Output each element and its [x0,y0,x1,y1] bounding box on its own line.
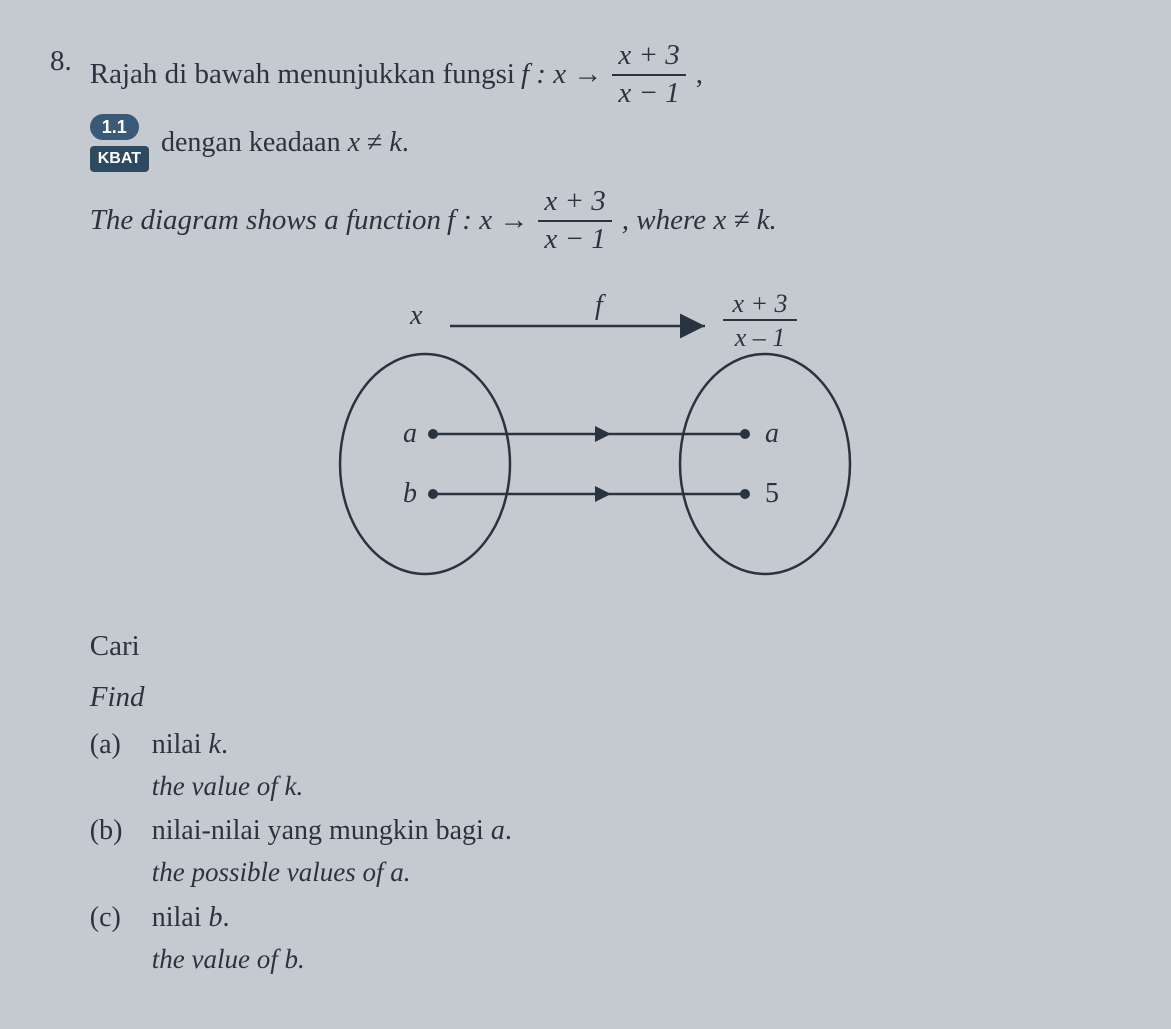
arrowhead-b [595,486,611,502]
line1-text: Rajah di bawah menunjukkan fungsi [90,53,515,97]
codomain-den: x – 1 [734,323,786,352]
part-a-text: nilai k. [152,724,1121,766]
part-c-label: (c) [90,897,138,939]
part-a-label: (a) [90,724,138,766]
elem-5: 5 [765,478,779,509]
part-b: (b) nilai-nilai yang mungkin bagi a. [90,810,1121,852]
parts-list: (a) nilai k. the value of k. (b) nilai-n… [90,724,1121,980]
question-body: Rajah di bawah menunjukkan fungsi f : x … [90,40,1121,979]
line2-text: dengan keadaan x ≠ k. [161,122,409,164]
part-a-sub: the value of k. [152,766,1121,807]
dot-5-right [740,489,750,499]
frac-num-2: x + 3 [538,186,611,222]
line3-suffix: , where x ≠ k. [622,199,777,243]
part-b-label: (b) [90,810,138,852]
line3-func: f : x → [447,199,528,243]
part-b-text: nilai-nilai yang mungkin bagi a. [152,810,1121,852]
left-ellipse [340,354,510,574]
part-a: (a) nilai k. [90,724,1121,766]
diagram-svg: x f x + 3 x – 1 a a b [295,284,915,584]
badge-section: 1.1 [90,114,139,140]
line3-text-a: The diagram shows a function [90,199,441,243]
part-c: (c) nilai b. [90,897,1121,939]
dot-a-right [740,429,750,439]
line-2: 1.1 KBAT dengan keadaan x ≠ k. [90,114,1121,172]
arrowhead-a [595,426,611,442]
function-def: f : x → [521,53,602,97]
line-3-english: The diagram shows a function f : x → x +… [90,186,1121,256]
elem-b-left: b [403,478,417,509]
domain-label: x [409,300,423,331]
question-block: 8. Rajah di bawah menunjukkan fungsi f :… [50,40,1121,979]
badges: 1.1 KBAT [90,114,149,172]
fraction-english: x + 3 x − 1 [538,186,611,256]
right-ellipse [680,354,850,574]
part-b-sub: the possible values of a. [152,852,1121,893]
frac-numerator: x + 3 [612,40,685,76]
elem-a-left: a [403,418,417,449]
cari-label: Cari [90,625,1121,669]
arrow-label: f [595,290,606,321]
part-c-text: nilai b. [152,897,1121,939]
frac-denominator: x − 1 [612,76,685,110]
frac-den-2: x − 1 [538,222,611,256]
line-1: Rajah di bawah menunjukkan fungsi f : x … [90,40,1121,110]
line1-suffix: , [696,53,703,97]
fraction-top: x + 3 x − 1 [612,40,685,110]
elem-a-right: a [765,418,779,449]
question-number: 8. [50,40,72,84]
find-label: Find [90,676,1121,720]
codomain-num: x + 3 [732,289,788,318]
part-c-sub: the value of b. [152,939,1121,980]
badge-kbat: KBAT [90,146,149,172]
mapping-diagram: x f x + 3 x – 1 a a b [295,284,915,597]
